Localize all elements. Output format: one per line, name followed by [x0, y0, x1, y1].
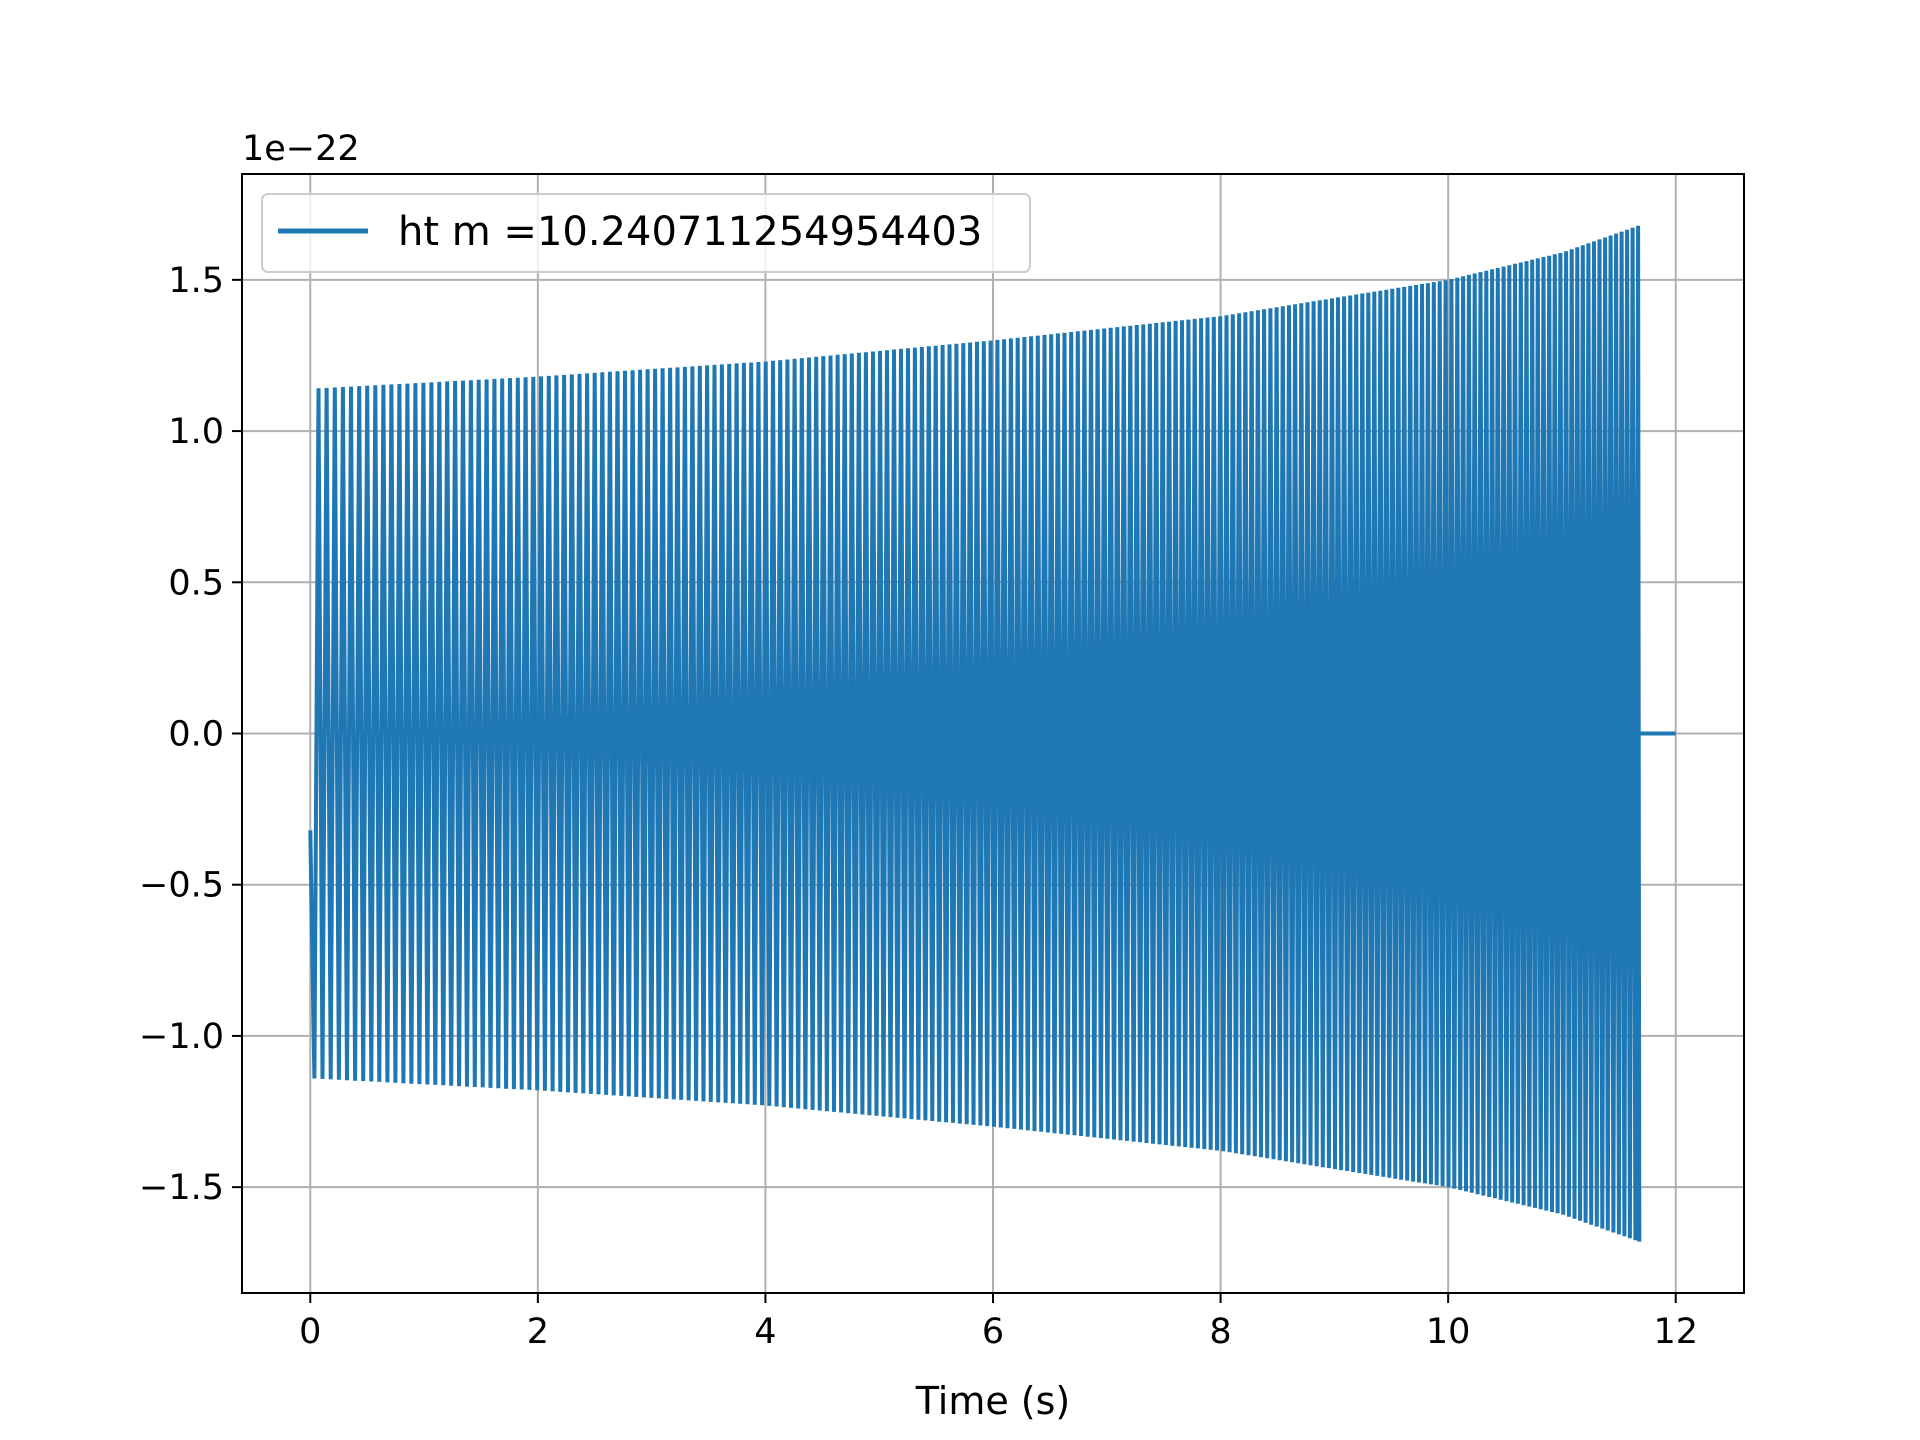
x-tick-label: 2 — [527, 1312, 549, 1352]
x-axis-ticks: 0 2 4 6 8 10 12 — [299, 1293, 1698, 1352]
x-tick-label: 12 — [1653, 1312, 1698, 1352]
series-line — [308, 225, 1642, 1242]
y-tick-label: 1.0 — [168, 412, 224, 452]
y-tick-label: 0.0 — [168, 715, 224, 755]
y-axis-ticks: −1.5 −1.0 −0.5 0.0 0.5 1.0 1.5 — [139, 261, 242, 1208]
y-tick-label: 1.5 — [168, 261, 224, 301]
y-tick-label: −1.0 — [139, 1017, 224, 1057]
legend-box — [261, 193, 1031, 273]
x-tick-label: 8 — [1209, 1312, 1231, 1352]
y-tick-label: −1.5 — [139, 1168, 224, 1208]
plot-layer — [308, 225, 1676, 1242]
y-tick-label: 0.5 — [168, 563, 224, 603]
x-tick-label: 10 — [1426, 1312, 1471, 1352]
y-offset-text: 1e−22 — [242, 129, 360, 169]
x-axis-label: Time (s) — [915, 1379, 1071, 1423]
y-tick-label: −0.5 — [139, 866, 224, 906]
legend-label: ht m =10.240711254954403 — [398, 209, 982, 255]
x-tick-label: 4 — [754, 1312, 776, 1352]
x-tick-label: 0 — [299, 1312, 321, 1352]
x-tick-label: 6 — [982, 1312, 1004, 1352]
legend: ht m =10.240711254954403 — [261, 193, 1031, 273]
